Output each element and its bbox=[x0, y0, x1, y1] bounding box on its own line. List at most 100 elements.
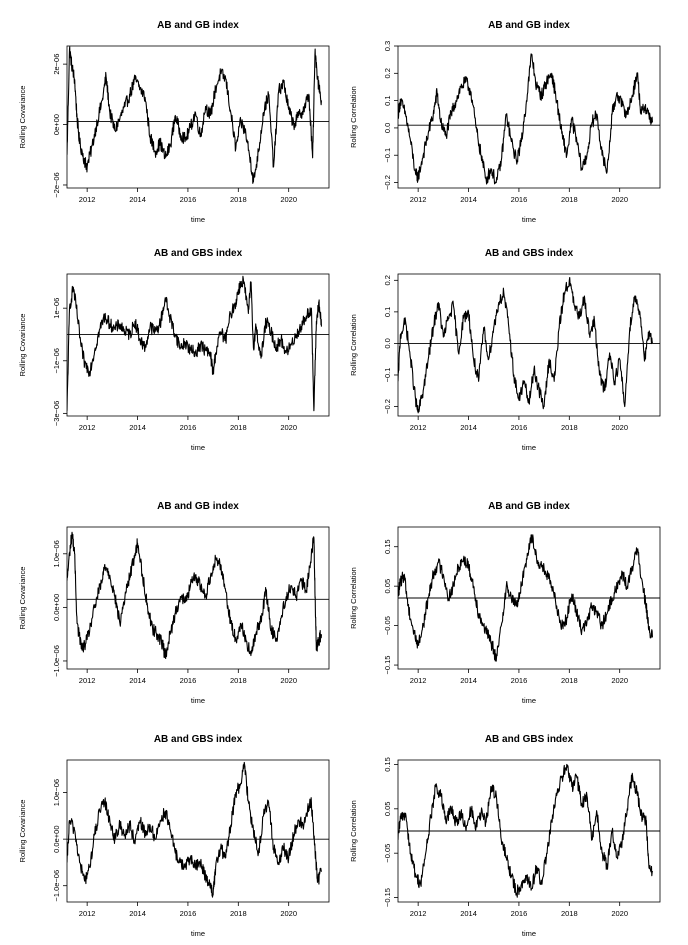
plot-frame bbox=[66, 526, 330, 670]
y-tick-label: −1e−06 bbox=[52, 348, 61, 373]
y-tick-label: 0.0 bbox=[383, 338, 392, 348]
y-tick-label: −0.05 bbox=[383, 616, 392, 635]
chart-panel-3: AB and GBS index 2012 2014 2016 2018 2020 −3e−… bbox=[18, 248, 330, 452]
chart-title: AB and GBS index bbox=[485, 734, 574, 745]
x-tick-label: 2020 bbox=[280, 909, 297, 918]
x-tick-label: 2012 bbox=[79, 676, 96, 685]
x-axis-label: time bbox=[522, 929, 536, 938]
y-tick-label: −0.2 bbox=[383, 399, 392, 414]
series-line bbox=[398, 763, 653, 898]
series-line bbox=[67, 761, 322, 898]
y-axis-label: Rolling Correlation bbox=[349, 86, 358, 148]
y-tick-label: −1.0e−06 bbox=[52, 645, 61, 677]
y-tick-label: 0.0 bbox=[383, 123, 392, 133]
y-tick-label: 0.1 bbox=[383, 307, 392, 317]
x-tick-label: 2014 bbox=[460, 423, 477, 432]
x-tick-label: 2016 bbox=[180, 909, 197, 918]
plot-frame bbox=[66, 45, 330, 189]
chart-title: AB and GB index bbox=[157, 20, 239, 31]
x-tick-label: 2018 bbox=[230, 195, 247, 204]
y-tick-label: 0.15 bbox=[383, 757, 392, 772]
y-tick-label: −0.05 bbox=[383, 844, 392, 863]
plot-frame bbox=[66, 759, 330, 903]
y-tick-label: −0.15 bbox=[383, 656, 392, 675]
plot-frame bbox=[66, 273, 330, 417]
x-axis-label: time bbox=[191, 443, 205, 452]
x-tick-label: 2018 bbox=[230, 909, 247, 918]
y-tick-label: −0.2 bbox=[383, 175, 392, 190]
plot-frame bbox=[397, 273, 661, 417]
chart-title: AB and GBS index bbox=[154, 734, 243, 745]
x-tick-label: 2018 bbox=[561, 909, 578, 918]
x-tick-label: 2012 bbox=[410, 423, 427, 432]
y-axis-label: Rolling Covariance bbox=[18, 314, 27, 377]
x-tick-label: 2020 bbox=[611, 195, 628, 204]
chart-title: AB and GB index bbox=[488, 20, 570, 31]
x-tick-label: 2012 bbox=[410, 195, 427, 204]
x-tick-label: 2016 bbox=[180, 676, 197, 685]
x-tick-label: 2020 bbox=[611, 676, 628, 685]
chart-title: AB and GB index bbox=[157, 501, 239, 512]
chart-panel-4: AB and GBS index 2012 2014 2016 2018 2020 −0.2… bbox=[349, 248, 661, 452]
x-tick-label: 2012 bbox=[79, 423, 96, 432]
x-tick-label: 2018 bbox=[230, 676, 247, 685]
x-tick-label: 2016 bbox=[511, 195, 528, 204]
chart-panel-1: AB and GB index 2012 2014 2016 2018 2020 −2e−0… bbox=[18, 20, 330, 224]
y-tick-label: 1.0e−06 bbox=[52, 779, 61, 806]
x-tick-label: 2016 bbox=[180, 423, 197, 432]
y-tick-label: 0.05 bbox=[383, 802, 392, 817]
y-tick-label: 0.1 bbox=[383, 95, 392, 105]
series-line bbox=[398, 534, 653, 662]
y-axis-label: Rolling Correlation bbox=[349, 314, 358, 376]
chart-panel-6: AB and GB index 2012 2014 2016 2018 2020 −0.15… bbox=[349, 501, 661, 705]
chart-title: AB and GB index bbox=[488, 501, 570, 512]
x-tick-label: 2014 bbox=[129, 423, 146, 432]
series-line bbox=[398, 276, 653, 414]
y-tick-label: −0.15 bbox=[383, 888, 392, 907]
y-axis-label: Rolling Correlation bbox=[349, 567, 358, 629]
y-tick-label: −1.0e−06 bbox=[52, 870, 61, 902]
chart-title: AB and GBS index bbox=[485, 248, 574, 259]
x-tick-label: 2018 bbox=[561, 423, 578, 432]
x-tick-label: 2012 bbox=[410, 909, 427, 918]
series-line bbox=[67, 275, 322, 412]
x-tick-label: 2012 bbox=[79, 909, 96, 918]
series-line bbox=[398, 53, 653, 185]
y-tick-label: 2e−06 bbox=[52, 54, 61, 75]
x-tick-label: 2012 bbox=[410, 676, 427, 685]
chart-panel-8: AB and GBS index 2012 2014 2016 2018 2020 −0.1… bbox=[349, 734, 661, 938]
x-tick-label: 2020 bbox=[611, 909, 628, 918]
x-axis-label: time bbox=[191, 929, 205, 938]
y-tick-label: 0.0e+00 bbox=[52, 825, 61, 852]
x-tick-label: 2020 bbox=[280, 423, 297, 432]
x-tick-label: 2014 bbox=[460, 676, 477, 685]
x-tick-label: 2016 bbox=[180, 195, 197, 204]
x-axis-label: time bbox=[522, 215, 536, 224]
chart-panel-2: AB and GB index 2012 2014 2016 2018 2020 −0.2 −… bbox=[349, 20, 661, 224]
y-axis-label: Rolling Covariance bbox=[18, 567, 27, 630]
x-axis-label: time bbox=[191, 215, 205, 224]
plot-frame bbox=[397, 45, 661, 189]
x-tick-label: 2018 bbox=[561, 676, 578, 685]
y-tick-label: 0.2 bbox=[383, 68, 392, 78]
chart-title: AB and GBS index bbox=[154, 248, 243, 259]
x-tick-label: 2020 bbox=[611, 423, 628, 432]
x-tick-label: 2014 bbox=[129, 195, 146, 204]
y-tick-label: −0.1 bbox=[383, 148, 392, 163]
x-tick-label: 2014 bbox=[129, 676, 146, 685]
x-tick-label: 2014 bbox=[460, 909, 477, 918]
x-tick-label: 2018 bbox=[230, 423, 247, 432]
y-axis-label: Rolling Covariance bbox=[18, 800, 27, 863]
x-tick-label: 2016 bbox=[511, 423, 528, 432]
y-tick-label: 1.0e−06 bbox=[52, 540, 61, 567]
x-tick-label: 2012 bbox=[79, 195, 96, 204]
x-axis-label: time bbox=[522, 443, 536, 452]
y-tick-label: 0.0e+00 bbox=[52, 594, 61, 621]
y-tick-label: −3e−06 bbox=[52, 401, 61, 426]
x-axis-label: time bbox=[191, 696, 205, 705]
x-tick-label: 2014 bbox=[129, 909, 146, 918]
y-axis-label: Rolling Correlation bbox=[349, 800, 358, 862]
chart-panel-5: AB and GB index 2012 2014 2016 2018 2020 −1.0e… bbox=[18, 501, 330, 705]
x-tick-label: 2016 bbox=[511, 676, 528, 685]
